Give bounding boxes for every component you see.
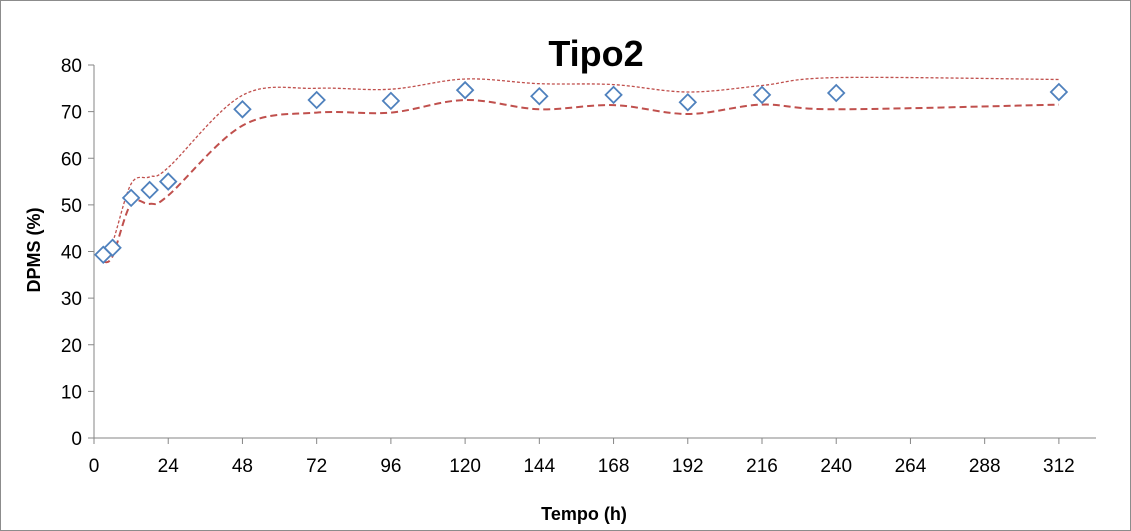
x-tick-label: 192	[672, 456, 704, 477]
x-tick-label: 0	[89, 456, 100, 477]
data-point	[140, 180, 159, 200]
y-tick-label: 10	[61, 382, 82, 403]
data-point	[1049, 82, 1069, 102]
x-tick-label: 288	[969, 456, 1001, 477]
x-tick-label: 264	[895, 456, 927, 477]
data-point	[381, 91, 401, 111]
data-point	[604, 85, 623, 105]
data-point	[678, 93, 698, 112]
x-axis-title: Tempo (h)	[541, 504, 627, 524]
data-point	[752, 85, 772, 105]
x-tick-label: 144	[523, 456, 555, 477]
data-point	[233, 100, 252, 119]
chart-title: Tipo2	[548, 33, 643, 74]
y-axis-title: DPMS (%)	[24, 207, 44, 292]
x-tick-label: 312	[1043, 456, 1075, 477]
x-tick-label: 72	[306, 456, 327, 477]
lower-band-line	[102, 98, 1059, 264]
y-tick-label: 20	[61, 336, 82, 357]
data-point	[826, 83, 846, 103]
y-tick-label: 40	[61, 243, 82, 264]
y-tick-label: 70	[61, 103, 82, 124]
y-tick-label: 30	[61, 289, 82, 310]
upper-band-line	[102, 76, 1059, 255]
x-tick-label: 24	[158, 456, 180, 477]
y-tick-label: 80	[61, 56, 82, 77]
x-tick-label: 96	[380, 456, 401, 477]
data-point	[530, 86, 549, 106]
x-tick-label: 120	[449, 456, 481, 477]
y-tick-label: 0	[71, 429, 82, 450]
x-tick-label: 168	[598, 456, 630, 477]
y-tick-label: 60	[61, 149, 82, 170]
x-tick-label: 240	[820, 456, 852, 477]
data-point	[158, 172, 178, 191]
data-point	[455, 80, 475, 100]
x-tick-label: 48	[232, 456, 253, 477]
x-tick-label: 216	[746, 456, 778, 477]
data-point	[121, 188, 141, 208]
plot-area: 0 10 20 30 40 50 60 70 80 0 24 48 72 96 120 144 168 192 21…	[61, 56, 1096, 477]
data-point	[307, 90, 326, 110]
y-tick-label: 50	[61, 196, 82, 217]
data-point	[103, 238, 122, 258]
